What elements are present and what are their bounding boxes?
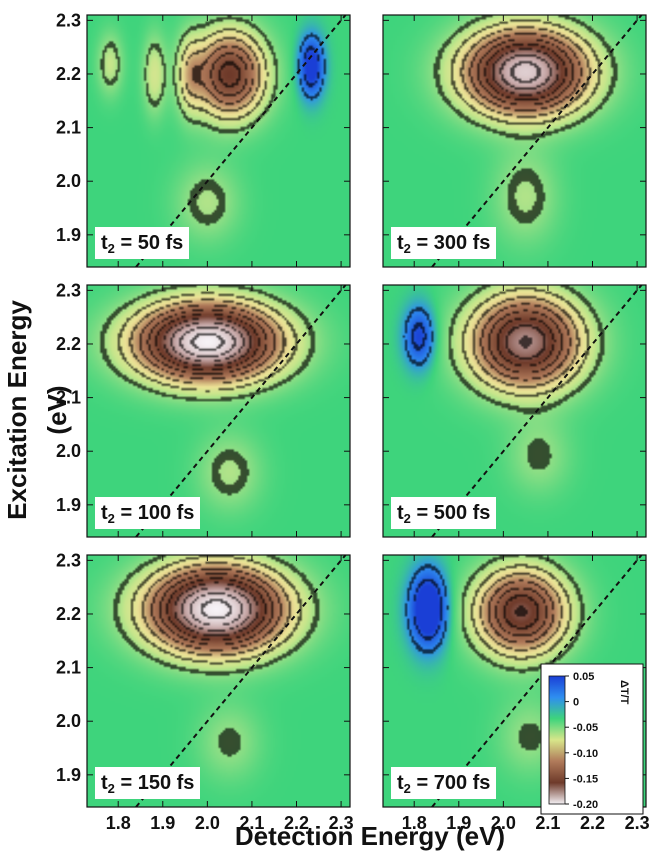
colorbar — [548, 675, 566, 805]
colorbar-tick-label: 0 — [573, 697, 579, 709]
y-tick-label: 2.0 — [56, 441, 81, 461]
time-label-t: t — [101, 772, 108, 794]
time-label-p150: t2 = 150 fs — [95, 767, 201, 799]
x-axis-label: Detection Energy (eV) — [234, 821, 506, 851]
time-label-value: = 700 fs — [410, 772, 491, 794]
time-label-value: = 100 fs — [114, 502, 195, 524]
time-label-t: t — [101, 232, 108, 254]
x-tick-label: 2.3 — [329, 813, 354, 833]
panel-frame-p500 — [382, 284, 647, 538]
colorbar-tick-label: -0.05 — [573, 722, 598, 734]
x-tick-label: 2.1 — [239, 813, 264, 833]
diagonal-line-p100 — [135, 285, 347, 537]
time-label-value: = 50 fs — [114, 232, 184, 254]
time-label-p100: t2 = 100 fs — [95, 497, 201, 529]
heatmap-p100 — [87, 285, 350, 537]
diagonal-line-p150 — [135, 555, 347, 807]
time-label-value: = 500 fs — [410, 502, 491, 524]
time-label-t: t — [397, 502, 404, 524]
diagonal-line-p300 — [431, 15, 643, 267]
time-label-sub: 2 — [403, 781, 411, 796]
panel-p150 — [86, 554, 351, 808]
y-tick-label: 2.1 — [56, 388, 81, 408]
x-tick-label: 1.9 — [150, 813, 175, 833]
heatmap-p150 — [87, 555, 350, 807]
x-tick-label: 1.9 — [446, 813, 471, 833]
y-tick-label: 2.2 — [56, 334, 81, 354]
time-label-t: t — [397, 232, 404, 254]
y-tick-label: 2.1 — [56, 658, 81, 678]
y-axis-label: Excitation Energy (eV) — [2, 300, 72, 520]
time-label-p300: t2 = 300 fs — [391, 227, 497, 259]
panel-frame-p50 — [86, 14, 351, 268]
x-tick-label: 2.0 — [491, 813, 516, 833]
time-label-value: = 150 fs — [114, 772, 195, 794]
x-tick-label: 2.2 — [580, 813, 605, 833]
colorbar-tick-label: -0.15 — [573, 773, 598, 785]
colorbar-title: ΔT/T — [618, 680, 630, 705]
panel-p50 — [86, 14, 351, 268]
panel-p300 — [382, 14, 647, 268]
time-label-sub: 2 — [403, 241, 411, 256]
heatmap-p300 — [383, 15, 646, 267]
y-tick-label: 1.9 — [56, 225, 81, 245]
x-tick-label: 2.2 — [284, 813, 309, 833]
y-tick-label: 1.9 — [56, 495, 81, 515]
y-tick-label: 2.0 — [56, 711, 81, 731]
panel-p100 — [86, 284, 351, 538]
y-tick-label: 2.3 — [56, 550, 81, 570]
diagonal-line-p500 — [431, 285, 643, 537]
y-tick-label: 2.2 — [56, 604, 81, 624]
y-tick-label: 2.3 — [56, 10, 81, 30]
panel-frame-p300 — [382, 14, 647, 268]
time-label-value: = 300 fs — [410, 232, 491, 254]
time-label-t: t — [397, 772, 404, 794]
heatmap-p50 — [87, 15, 350, 267]
time-label-p700: t2 = 700 fs — [391, 767, 497, 799]
time-label-p500: t2 = 500 fs — [391, 497, 497, 529]
diagonal-line-p700 — [431, 555, 643, 807]
colorbar-tick-label: -0.20 — [573, 799, 598, 811]
x-tick-label: 2.1 — [535, 813, 560, 833]
time-label-sub: 2 — [107, 511, 115, 526]
time-label-t: t — [101, 502, 108, 524]
y-tick-label: 2.2 — [56, 64, 81, 84]
time-label-sub: 2 — [403, 511, 411, 526]
panel-frame-p150 — [86, 554, 351, 808]
panel-p500 — [382, 284, 647, 538]
y-tick-label: 2.1 — [56, 118, 81, 138]
time-label-sub: 2 — [107, 781, 115, 796]
time-label-p50: t2 = 50 fs — [95, 227, 190, 259]
x-tick-label: 2.0 — [195, 813, 220, 833]
x-tick-label: 1.8 — [106, 813, 131, 833]
heatmap-p500 — [383, 285, 646, 537]
y-tick-label: 2.3 — [56, 280, 81, 300]
panel-frame-p100 — [86, 284, 351, 538]
y-tick-label: 1.9 — [56, 765, 81, 785]
x-tick-label: 2.3 — [625, 813, 650, 833]
colorbar-tick-label: -0.10 — [573, 748, 598, 760]
x-tick-label: 1.8 — [402, 813, 427, 833]
panel-frame-p700 — [382, 554, 647, 808]
diagonal-line-p50 — [135, 15, 347, 267]
time-label-sub: 2 — [107, 241, 115, 256]
y-tick-label: 2.0 — [56, 171, 81, 191]
colorbar-tick-label: 0.05 — [573, 671, 594, 683]
